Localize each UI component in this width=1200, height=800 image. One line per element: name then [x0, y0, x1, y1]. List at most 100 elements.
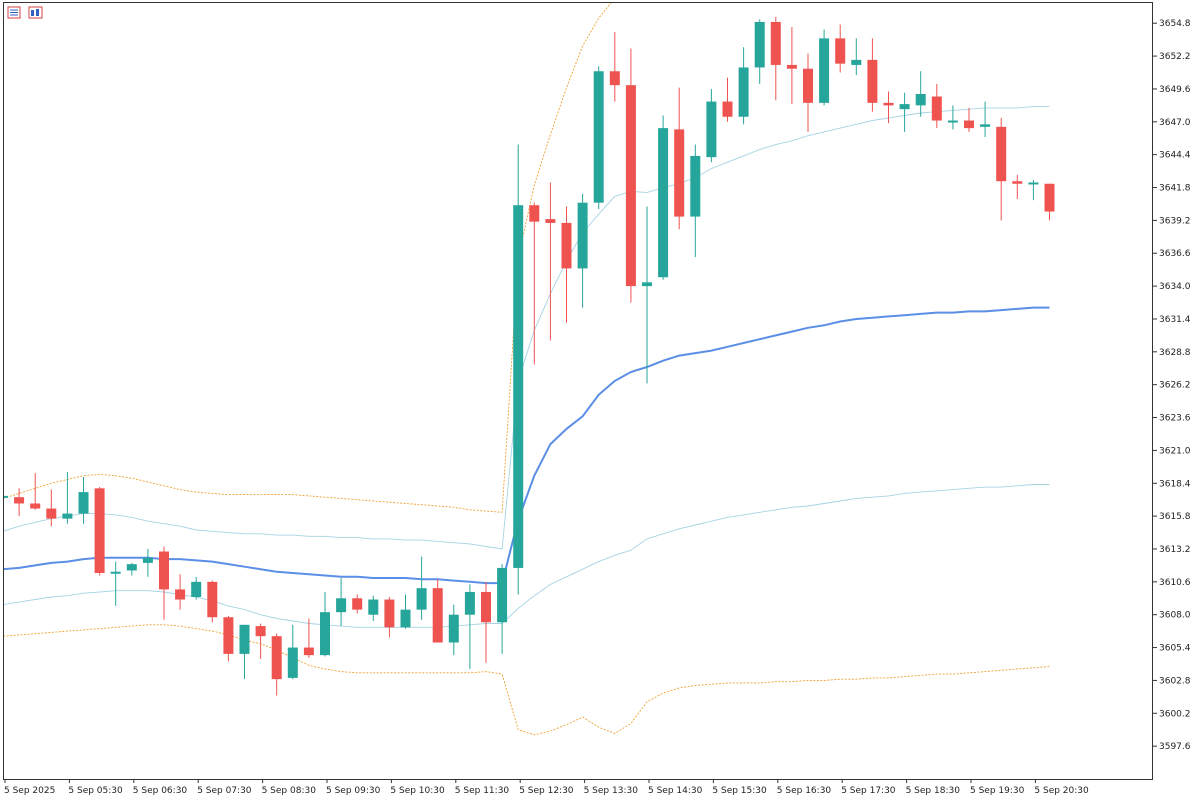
- trade-panel-icon[interactable]: [28, 6, 43, 19]
- y-tick-label: 3649.6: [1159, 85, 1191, 95]
- candle-body: [432, 588, 443, 643]
- x-tick-label: 5 Sep 18:30: [906, 786, 961, 796]
- candle-body: [964, 120, 974, 129]
- candle-body: [14, 497, 25, 504]
- candle: [770, 16, 781, 101]
- candle-body: [320, 612, 330, 656]
- chart-list-icon[interactable]: [7, 6, 21, 19]
- x-tick-label: 5 Sep 08:30: [262, 786, 317, 796]
- candle-body: [980, 124, 991, 127]
- candle: [287, 624, 298, 680]
- candle-body: [545, 219, 556, 223]
- y-tick-label: 3631.4: [1159, 315, 1191, 325]
- candle-body: [481, 591, 491, 623]
- candle: [754, 19, 765, 84]
- candle-body: [835, 38, 846, 64]
- candle-body: [30, 503, 41, 509]
- candle-body: [754, 21, 765, 68]
- candle: [915, 71, 926, 117]
- y-tick-label: 3623.6: [1159, 414, 1191, 424]
- candle: [352, 594, 363, 614]
- candle: [577, 193, 588, 308]
- candle: [4, 495, 8, 498]
- x-tick-label: 5 Sep 15:30: [712, 786, 767, 796]
- candle: [529, 202, 540, 365]
- y-tick-label: 3647.0: [1159, 118, 1191, 128]
- x-tick-label: 5 Sep 14:30: [648, 786, 703, 796]
- x-tick-label: 5 Sep 19:30: [970, 786, 1025, 796]
- time-axis[interactable]: 5 Sep 2025 5 Sep 05:30 5 Sep 06:30 5 Sep 07…: [4, 779, 1089, 796]
- candle-body: [690, 155, 701, 217]
- candle: [561, 206, 572, 323]
- candle: [738, 47, 749, 125]
- candle: [1044, 183, 1055, 221]
- candle-body: [159, 551, 169, 590]
- upper-outer-band: [4, 3, 612, 513]
- candle: [625, 48, 636, 303]
- candle-body: [722, 101, 733, 117]
- y-tick-label: 3597.6: [1159, 742, 1191, 752]
- candle: [980, 101, 991, 137]
- candle-body: [561, 222, 572, 269]
- moving-average-line: [4, 306, 1050, 585]
- candle-body: [191, 581, 202, 598]
- y-tick-label: 3608.0: [1159, 611, 1191, 621]
- candle-body: [384, 599, 395, 628]
- x-tick-label: 5 Sep 12:30: [519, 786, 574, 796]
- price-axis[interactable]: 3654.8 3652.2 3649.6 3647.0 3644.4 3641.8 3639…: [1153, 19, 1191, 752]
- y-tick-label: 3628.8: [1159, 348, 1191, 358]
- candle-body: [223, 617, 234, 654]
- candle-body: [513, 205, 524, 568]
- candle: [867, 38, 878, 112]
- candle-body: [497, 567, 508, 623]
- candle-body: [78, 492, 89, 514]
- y-tick-label: 3634.0: [1159, 282, 1191, 292]
- candle-body: [207, 581, 218, 618]
- candle: [803, 53, 813, 132]
- candle: [931, 83, 942, 129]
- candle: [320, 591, 330, 657]
- candle-body: [642, 282, 652, 287]
- x-tick-label: 5 Sep 11:30: [455, 786, 510, 796]
- candles: [4, 16, 1055, 696]
- candle-body: [609, 71, 620, 86]
- y-tick-label: 3615.8: [1159, 512, 1191, 522]
- x-tick-label: 5 Sep 06:30: [133, 786, 188, 796]
- candle: [609, 32, 620, 102]
- candle: [30, 473, 41, 510]
- candle: [336, 578, 347, 627]
- candle-body: [577, 202, 588, 269]
- candle: [1028, 179, 1039, 201]
- candle-body: [94, 488, 105, 573]
- candle: [448, 604, 459, 656]
- candle: [497, 564, 508, 654]
- x-tick-label: 5 Sep 05:30: [68, 786, 123, 796]
- candle: [255, 623, 266, 659]
- candle: [110, 561, 121, 606]
- candle-body: [175, 589, 186, 600]
- candle: [545, 182, 556, 341]
- candle: [303, 618, 314, 658]
- candle-body: [593, 71, 604, 203]
- candle-body: [931, 96, 942, 121]
- candle-body: [738, 67, 749, 117]
- y-tick-label: 3636.6: [1159, 249, 1191, 259]
- candle-body: [786, 64, 797, 69]
- candle-body: [1044, 183, 1055, 212]
- candle: [94, 487, 105, 576]
- candle: [142, 548, 153, 577]
- candle: [658, 115, 669, 280]
- y-tick-label: 3610.6: [1159, 578, 1191, 588]
- candle-body: [271, 636, 282, 680]
- candle-body: [352, 598, 363, 610]
- candle: [191, 576, 202, 600]
- candle-body: [996, 126, 1007, 182]
- candle: [239, 624, 250, 680]
- candle: [62, 471, 73, 524]
- y-tick-label: 3618.4: [1159, 479, 1191, 489]
- candle: [464, 584, 475, 670]
- x-tick-label: 5 Sep 20:30: [1034, 786, 1089, 796]
- y-tick-label: 3613.2: [1159, 545, 1191, 555]
- candle-body: [368, 599, 379, 615]
